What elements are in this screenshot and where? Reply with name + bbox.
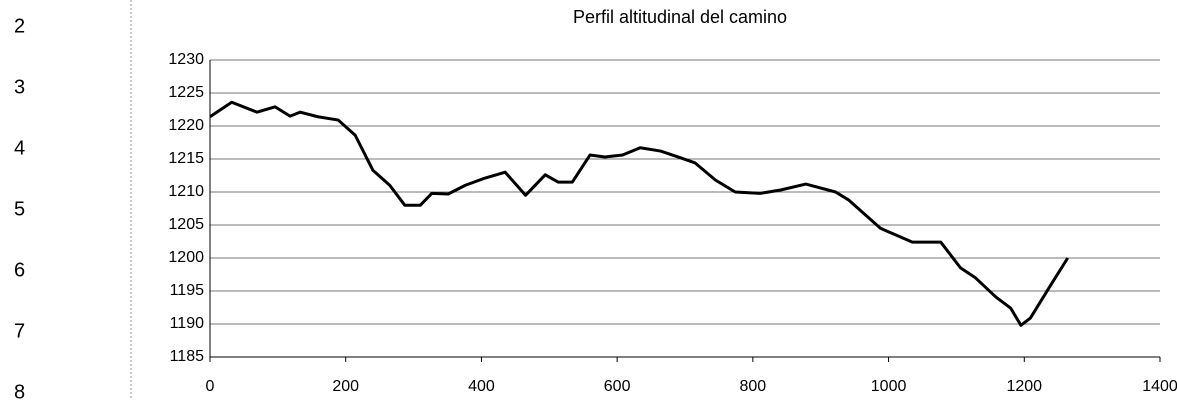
y-tick-label: 1205 xyxy=(168,216,204,233)
x-tick-label: 800 xyxy=(740,378,767,395)
row-number: 8 xyxy=(14,381,25,400)
row-number: 2 xyxy=(14,15,25,37)
row-number: 3 xyxy=(14,76,25,98)
row-number: 7 xyxy=(14,320,25,342)
y-tick-label: 1210 xyxy=(168,183,204,200)
x-tick-label: 1000 xyxy=(871,378,907,395)
chart-title: Perfil altitudinal del camino xyxy=(573,7,787,27)
row-number: 4 xyxy=(14,137,25,159)
x-tick-label: 200 xyxy=(332,378,359,395)
y-tick-label: 1215 xyxy=(168,150,204,167)
line-series xyxy=(209,100,1069,327)
x-tick-label: 0 xyxy=(206,378,215,395)
y-tick-label: 1230 xyxy=(168,51,204,68)
x-tick-label: 1400 xyxy=(1142,378,1177,395)
row-number: 6 xyxy=(14,259,25,281)
x-tick-label: 600 xyxy=(604,378,631,395)
y-tick-label: 1220 xyxy=(168,117,204,134)
y-tick-label: 1225 xyxy=(168,84,204,101)
y-tick-label: 1185 xyxy=(170,348,205,365)
y-tick-label: 1200 xyxy=(168,249,204,266)
row-number: 5 xyxy=(14,198,25,220)
y-tick-label: 1195 xyxy=(170,282,205,299)
y-tick-label: 1190 xyxy=(170,315,205,332)
x-tick-label: 1200 xyxy=(1006,378,1042,395)
x-tick-label: 400 xyxy=(468,378,495,395)
